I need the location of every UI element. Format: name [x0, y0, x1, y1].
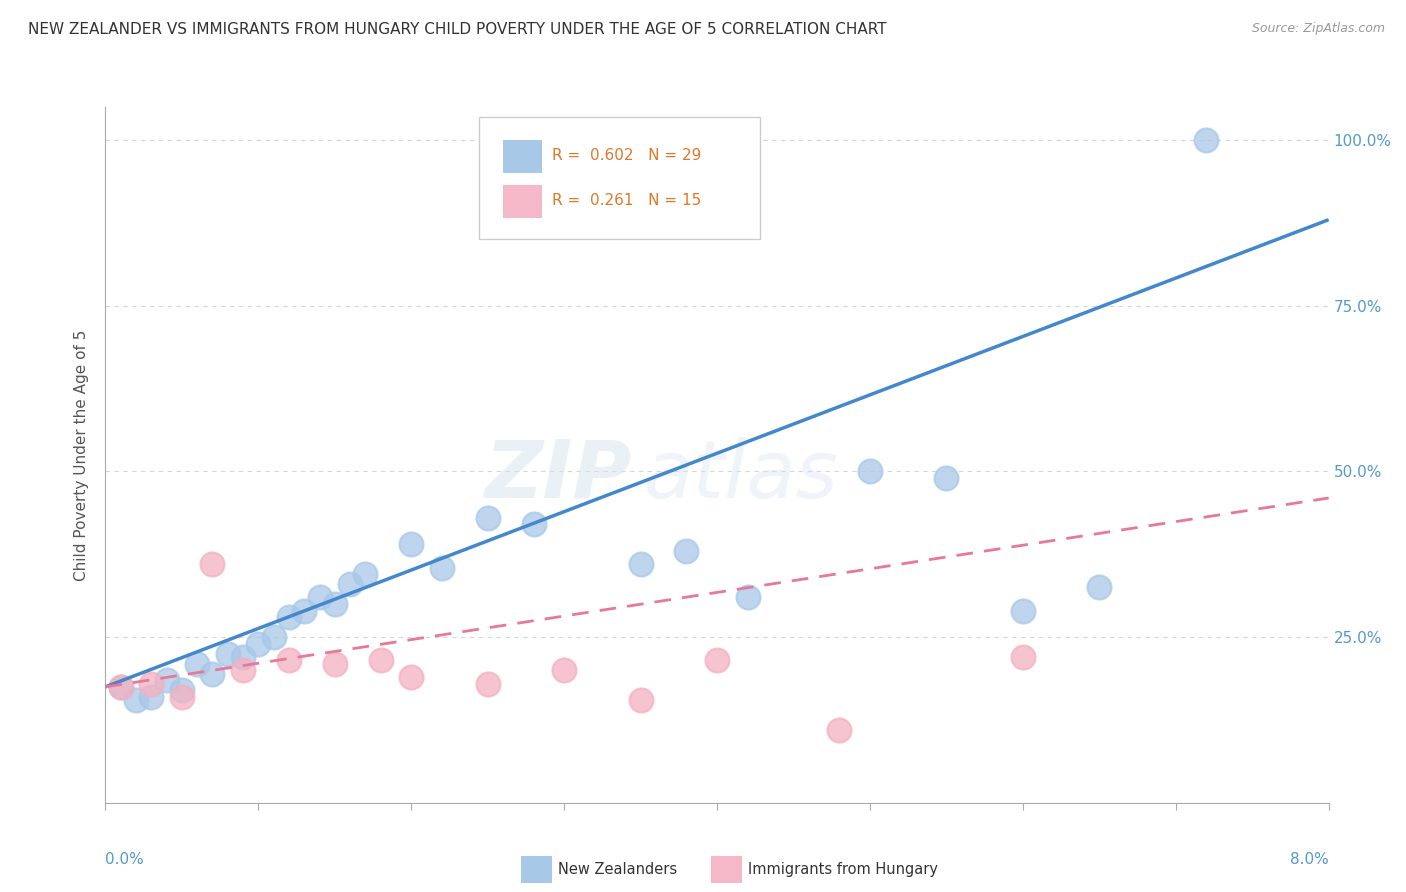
Point — [1088, 581, 1111, 595]
Point — [232, 650, 254, 665]
Y-axis label: Child Poverty Under the Age of 5: Child Poverty Under the Age of 5 — [75, 329, 90, 581]
Point — [1011, 650, 1033, 665]
Text: atlas: atlas — [644, 437, 838, 515]
Point — [401, 537, 423, 551]
Point — [737, 591, 759, 605]
Text: Source: ZipAtlas.com: Source: ZipAtlas.com — [1251, 22, 1385, 36]
Point — [247, 637, 270, 651]
Point — [156, 673, 179, 688]
Point — [323, 597, 346, 611]
Point — [217, 647, 239, 661]
FancyBboxPatch shape — [478, 118, 759, 239]
Bar — [522, 856, 553, 883]
Point — [263, 630, 285, 644]
Point — [232, 663, 254, 677]
Point — [370, 653, 392, 667]
Text: New Zealanders: New Zealanders — [558, 862, 678, 877]
Text: R =  0.261   N = 15: R = 0.261 N = 15 — [553, 194, 702, 209]
Point — [354, 567, 377, 582]
Point — [477, 676, 499, 690]
Point — [401, 670, 423, 684]
Point — [141, 690, 163, 704]
Point — [859, 465, 882, 479]
Point — [1195, 133, 1218, 147]
Point — [828, 723, 851, 737]
Point — [323, 657, 346, 671]
Text: NEW ZEALANDER VS IMMIGRANTS FROM HUNGARY CHILD POVERTY UNDER THE AGE OF 5 CORREL: NEW ZEALANDER VS IMMIGRANTS FROM HUNGARY… — [28, 22, 887, 37]
Point — [430, 560, 453, 574]
Point — [630, 558, 652, 572]
Point — [170, 690, 193, 704]
Point — [935, 471, 957, 485]
Text: R =  0.602   N = 29: R = 0.602 N = 29 — [553, 148, 702, 163]
Point — [292, 604, 315, 618]
Bar — [503, 185, 543, 219]
Point — [141, 676, 163, 690]
Text: 0.0%: 0.0% — [105, 852, 145, 866]
Point — [339, 577, 361, 591]
Bar — [711, 856, 741, 883]
Point — [110, 680, 132, 694]
Point — [553, 663, 575, 677]
Point — [630, 693, 652, 707]
Point — [170, 683, 193, 698]
Point — [477, 511, 499, 525]
Text: Immigrants from Hungary: Immigrants from Hungary — [748, 862, 938, 877]
Point — [706, 653, 728, 667]
Bar — [503, 140, 543, 173]
Point — [186, 657, 208, 671]
Point — [278, 610, 301, 624]
Point — [110, 680, 132, 694]
Point — [201, 666, 224, 681]
Point — [308, 591, 330, 605]
Point — [675, 544, 697, 558]
Text: 8.0%: 8.0% — [1289, 852, 1329, 866]
Point — [523, 517, 546, 532]
Point — [1011, 604, 1033, 618]
Point — [278, 653, 301, 667]
Point — [201, 558, 224, 572]
Point — [125, 693, 148, 707]
Text: ZIP: ZIP — [484, 437, 631, 515]
